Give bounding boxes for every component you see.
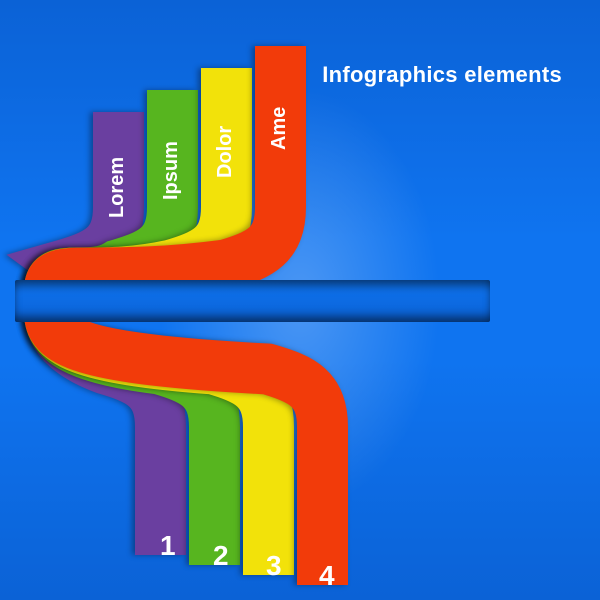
stripe-3-number: 3 bbox=[266, 550, 282, 582]
stripe-4-number: 4 bbox=[319, 560, 335, 592]
stripe-2-label: Ipsum bbox=[160, 141, 183, 200]
infographic-canvas: { "title": "Infographics elements", "bac… bbox=[0, 0, 600, 600]
stripe-2-number: 2 bbox=[213, 540, 229, 572]
pocket-slot bbox=[15, 280, 490, 322]
stripe-1-label: Lorem bbox=[106, 157, 129, 218]
stripe-1-number: 1 bbox=[160, 530, 176, 562]
stripe-4-label: Ame bbox=[268, 107, 291, 150]
stripe-3-label: Dolor bbox=[214, 126, 237, 178]
